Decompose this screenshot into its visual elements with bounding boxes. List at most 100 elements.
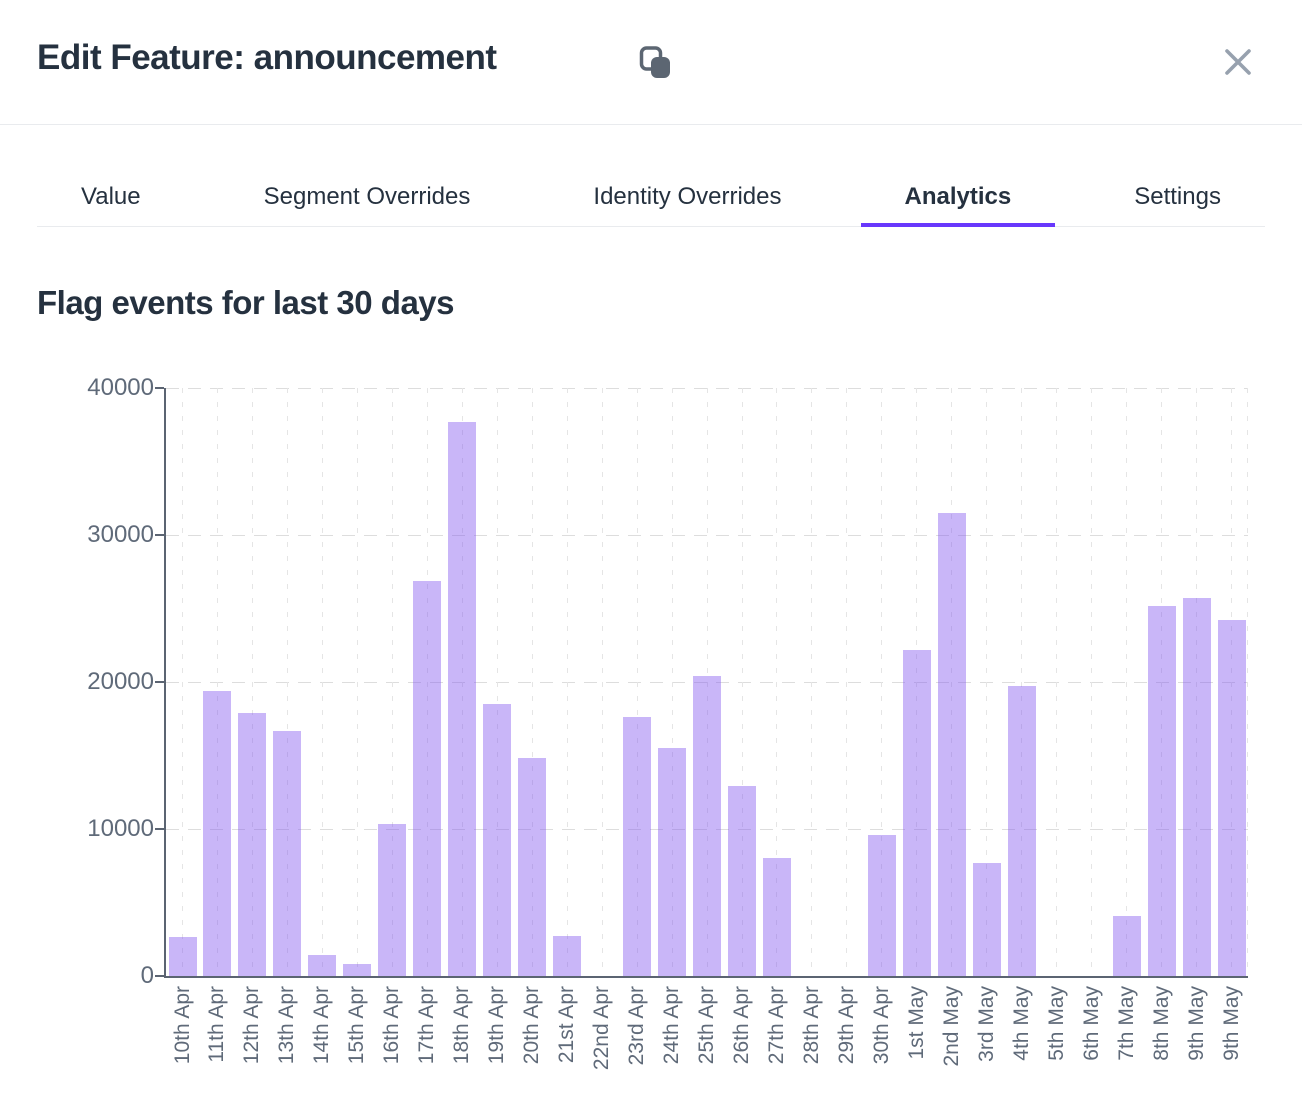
x-axis-label: 9th May <box>1184 986 1208 1061</box>
h-gridline <box>166 387 1248 389</box>
v-gridline <box>1056 388 1058 976</box>
x-axis-label: 9th May <box>1219 986 1243 1061</box>
page-title: Edit Feature: announcement <box>37 38 497 77</box>
x-axis-line <box>164 976 1248 978</box>
x-axis-label: 8th May <box>1149 986 1173 1061</box>
bar <box>937 512 966 976</box>
bar <box>203 690 232 976</box>
tab-value[interactable]: Value <box>81 183 141 210</box>
y-axis-tick <box>155 681 164 683</box>
v-gridline <box>496 388 498 976</box>
chart-title: Flag events for last 30 days <box>37 284 455 321</box>
x-axis-label: 28th Apr <box>799 986 823 1065</box>
y-axis-tick <box>155 387 164 389</box>
x-axis-label: 14th Apr <box>310 986 334 1065</box>
bar <box>1182 598 1211 976</box>
bar <box>168 937 197 976</box>
bar <box>902 649 931 976</box>
close-button[interactable] <box>1216 40 1260 84</box>
v-gridline <box>461 388 463 976</box>
v-gridline <box>216 388 218 976</box>
v-gridline <box>881 388 883 976</box>
y-axis-line <box>164 388 166 978</box>
bar <box>762 858 791 976</box>
tab-bar: Value Segment Overrides Identity Overrid… <box>37 168 1265 227</box>
x-axis-label: 5th May <box>1044 986 1068 1061</box>
x-axis-label: 11th Apr <box>205 986 229 1063</box>
x-axis-label: 10th Apr <box>170 986 194 1065</box>
y-axis-label: 40000 <box>87 374 154 401</box>
bar <box>483 704 512 976</box>
bar <box>867 834 896 976</box>
bar <box>238 712 267 976</box>
bar <box>1112 915 1141 976</box>
v-gridline <box>986 388 988 976</box>
bar <box>448 421 477 976</box>
x-axis-label: 16th Apr <box>380 986 404 1065</box>
tab-segment-overrides[interactable]: Segment Overrides <box>263 183 471 210</box>
v-gridline <box>951 388 953 976</box>
tab-settings[interactable]: Settings <box>1134 183 1221 210</box>
x-axis-label: 24th Apr <box>660 986 684 1065</box>
bar <box>343 964 372 976</box>
h-gridline <box>166 681 1248 683</box>
x-axis-label: 2nd May <box>939 986 963 1067</box>
x-axis-label: 30th Apr <box>869 986 893 1065</box>
v-gridline <box>741 388 743 976</box>
v-gridline <box>776 388 778 976</box>
x-axis-label: 19th Apr <box>485 986 509 1065</box>
tab-identity-overrides[interactable]: Identity Overrides <box>593 183 782 210</box>
bar <box>972 862 1001 976</box>
v-gridline <box>531 388 533 976</box>
v-gridline <box>251 388 253 976</box>
v-gridline <box>846 388 848 976</box>
v-gridline <box>671 388 673 976</box>
v-gridline <box>1196 388 1198 976</box>
v-gridline <box>1231 388 1233 976</box>
v-gridline <box>636 388 638 976</box>
bar <box>1217 620 1246 976</box>
x-axis-label: 20th Apr <box>520 986 544 1065</box>
x-axis-label: 25th Apr <box>695 986 719 1065</box>
modal-header: Edit Feature: announcement <box>0 0 1302 125</box>
v-gridline <box>321 388 323 976</box>
x-axis-label: 23rd Apr <box>625 986 649 1066</box>
bar <box>378 823 407 976</box>
x-axis-label: 3rd May <box>974 986 998 1062</box>
x-axis-label: 12th Apr <box>240 986 264 1065</box>
v-gridline <box>391 388 393 976</box>
tab-analytics[interactable]: Analytics <box>860 168 1056 227</box>
x-axis-label: 4th May <box>1009 986 1033 1061</box>
v-gridline <box>916 388 918 976</box>
y-axis-label: 0 <box>140 962 154 989</box>
y-axis-label: 10000 <box>87 815 154 842</box>
bar <box>518 758 547 976</box>
v-gridline <box>1021 388 1023 976</box>
copy-icon[interactable] <box>639 44 673 80</box>
v-gridline <box>1126 388 1128 976</box>
bar <box>623 717 652 976</box>
x-axis-label: 1st May <box>904 986 928 1060</box>
bar <box>1007 686 1036 976</box>
y-axis-label: 30000 <box>87 521 154 548</box>
v-gridline <box>1247 388 1248 976</box>
y-axis-tick <box>155 534 164 536</box>
x-axis-label: 26th Apr <box>730 986 754 1065</box>
x-axis-label: 22nd Apr <box>590 986 614 1071</box>
v-gridline <box>182 388 183 976</box>
y-axis-tick <box>155 975 164 977</box>
close-icon <box>1225 49 1251 75</box>
x-axis-label: 29th Apr <box>834 986 858 1065</box>
y-axis-tick <box>155 828 164 830</box>
x-axis-label: 6th May <box>1079 986 1103 1061</box>
v-gridline <box>1161 388 1163 976</box>
x-axis-label: 15th Apr <box>345 986 369 1065</box>
bar <box>658 748 687 976</box>
bar <box>308 955 337 976</box>
v-gridline <box>706 388 708 976</box>
x-axis-label: 18th Apr <box>450 986 474 1065</box>
bar <box>273 730 302 976</box>
v-gridline <box>811 388 813 976</box>
x-axis-label: 27th Apr <box>764 986 788 1065</box>
